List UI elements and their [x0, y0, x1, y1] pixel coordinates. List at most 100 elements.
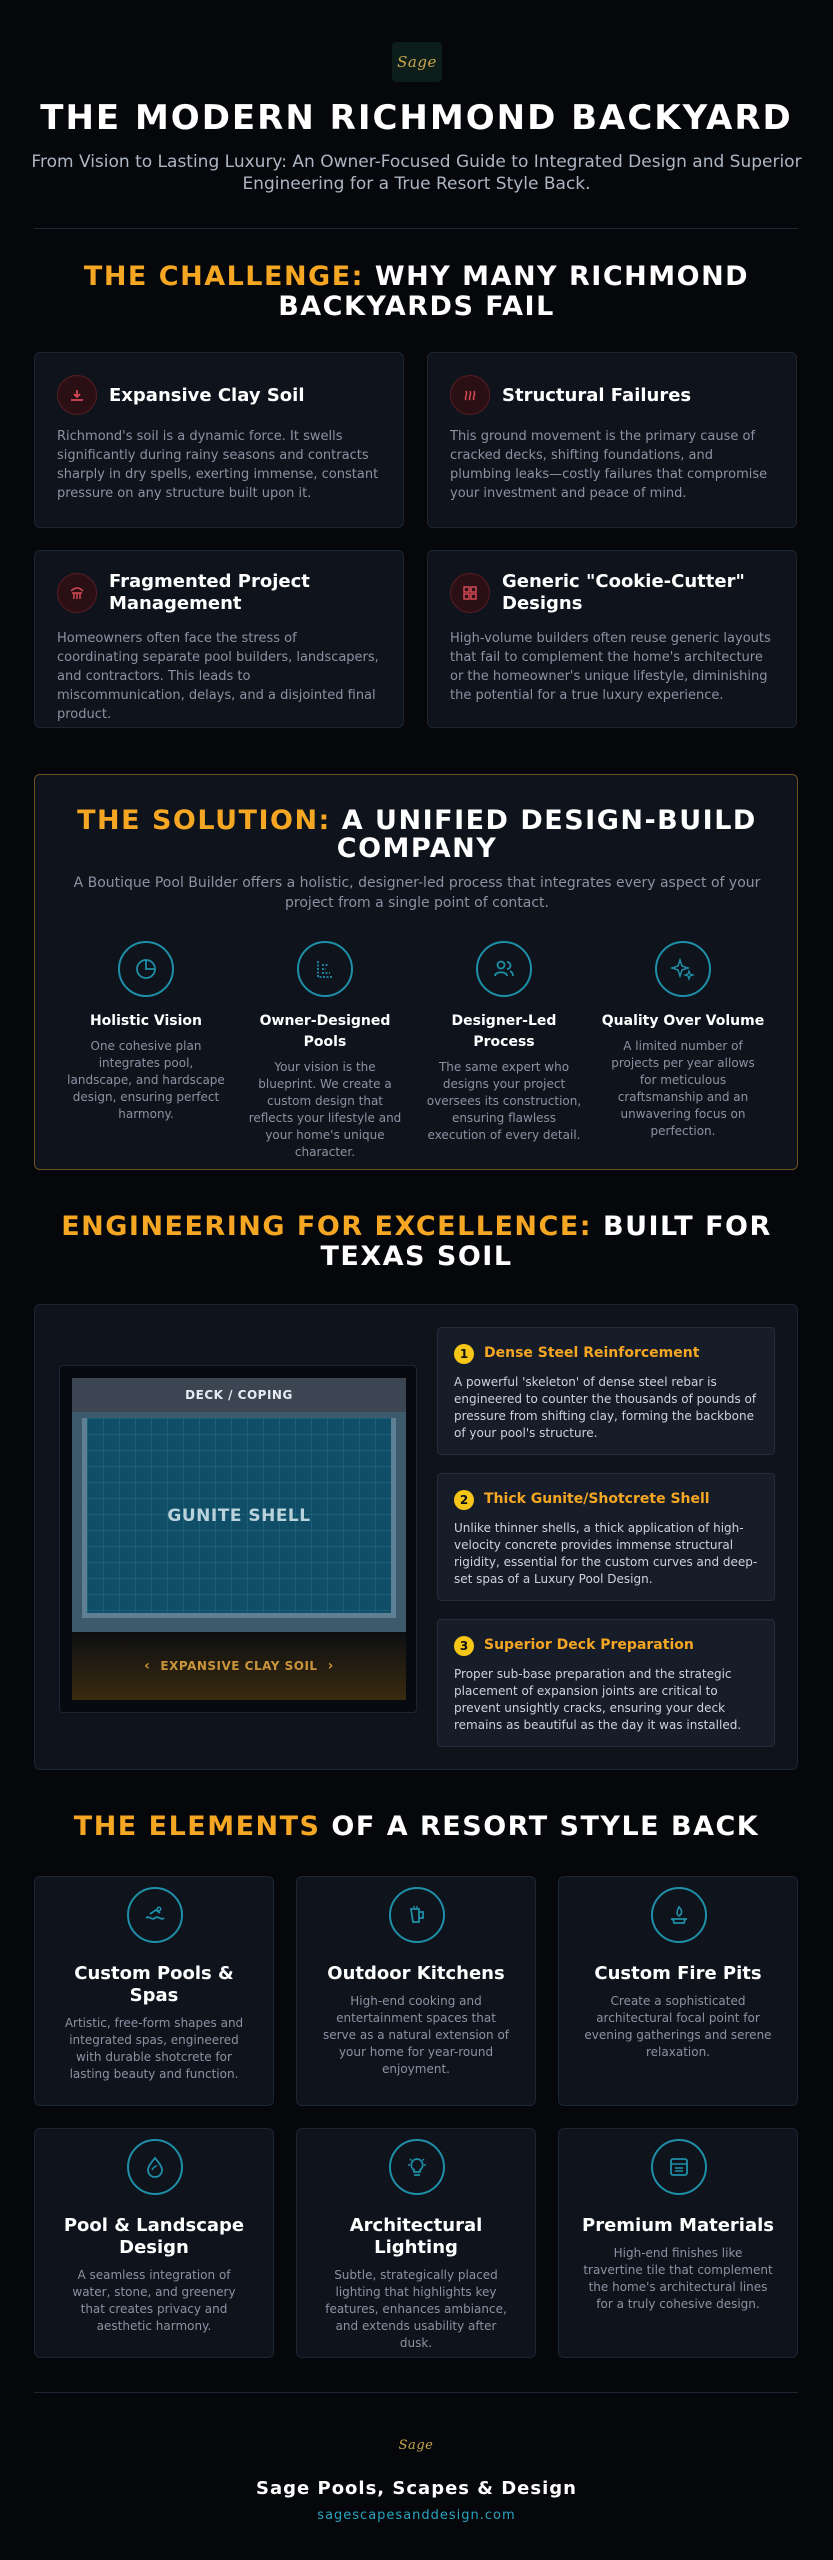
element-title: Pool & Landscape Design — [63, 2215, 245, 2258]
element-text: Create a sophisticated architectural foc… — [584, 1994, 772, 2059]
solution-item-title: Holistic Vision — [89, 1013, 203, 1029]
elements-heading-rest: OF A RESORT STYLE BACK — [320, 1811, 760, 1842]
brand-logo: Sage — [392, 42, 442, 82]
engineering-heading-rest: BUILT FOR TEXAS SOIL — [320, 1211, 772, 1272]
solution-item-text: A limited number of projects per year al… — [611, 1039, 755, 1138]
challenge-title: Fragmented Project Management — [109, 571, 310, 614]
footer-website-link[interactable]: sagescapesanddesign.com — [317, 2508, 516, 2523]
challenge-text: High-volume builders often reuse generic… — [450, 631, 771, 703]
solution-item-title: Owner-Designed Pools — [259, 1013, 391, 1050]
sparkles-icon — [655, 941, 711, 997]
step-number-badge: 3 — [454, 1636, 474, 1656]
solution-item-owner-designed: Owner-Designed Pools Your vision is the … — [240, 941, 410, 1161]
element-card-architectural-lighting: Architectural Lighting Subtle, strategic… — [296, 2128, 536, 2358]
blueprint-icon — [297, 941, 353, 997]
challenge-card-generic-designs: Generic "Cookie-Cutter" Designs High-vol… — [427, 550, 797, 728]
clay-soil-layer: ‹ EXPANSIVE CLAY SOIL › — [72, 1632, 406, 1700]
solution-item-text: Your vision is the blueprint. We create … — [248, 1060, 402, 1159]
challenge-heading-rest: WHY MANY RICHMOND BACKYARDS FAIL — [278, 261, 750, 322]
challenge-card-structural-failures: Structural Failures This ground movement… — [427, 352, 797, 528]
solution-item-holistic-vision: Holistic Vision One cohesive plan integr… — [61, 941, 231, 1123]
people-icon — [476, 941, 532, 997]
step-text: A powerful 'skeleton' of dense steel reb… — [454, 1375, 757, 1440]
footer-divider — [34, 2392, 798, 2393]
challenge-title: Structural Failures — [502, 385, 692, 406]
solution-heading: THE SOLUTION: A UNIFIED DESIGN-BUILD COM… — [55, 807, 779, 863]
element-text: High-end cooking and entertainment space… — [322, 1994, 510, 2076]
engineering-section: DECK / COPING GUNITE SHELL ‹ EXPANSIVE C… — [34, 1304, 798, 1770]
solution-subtitle: A Boutique Pool Builder offers a holisti… — [73, 875, 761, 911]
water-drop-leaf-icon — [127, 2139, 183, 2195]
solution-item-quality: Quality Over Volume A limited number of … — [598, 941, 768, 1140]
challenge-heading-accent: THE CHALLENGE: — [83, 261, 364, 292]
solution-item-title: Quality Over Volume — [601, 1013, 765, 1029]
step-text: Proper sub-base preparation and the stra… — [454, 1667, 742, 1732]
solution-item-text: The same expert who designs your project… — [426, 1060, 582, 1142]
tile-material-icon — [651, 2139, 707, 2195]
step-number-badge: 2 — [454, 1490, 474, 1510]
gunite-shell: GUNITE SHELL — [72, 1412, 406, 1632]
element-card-pools-spas: Custom Pools & Spas Artistic, free-form … — [34, 1876, 274, 2106]
chevron-right-icon: › — [327, 1658, 334, 1674]
solution-heading-accent: THE SOLUTION: — [77, 805, 331, 836]
element-title: Architectural Lighting — [349, 2215, 483, 2258]
element-title: Custom Fire Pits — [594, 1963, 762, 1984]
clay-soil-label: EXPANSIVE CLAY SOIL — [160, 1659, 318, 1673]
solution-heading-rest: A UNIFIED DESIGN-BUILD COMPANY — [330, 805, 757, 864]
element-title: Outdoor Kitchens — [327, 1963, 505, 1984]
fragmented-people-icon — [57, 573, 97, 613]
page-subtitle: From Vision to Lasting Luxury: An Owner-… — [31, 152, 802, 194]
solution-section: THE SOLUTION: A UNIFIED DESIGN-BUILD COM… — [34, 774, 798, 1170]
step-text: Unlike thinner shells, a thick applicati… — [454, 1521, 758, 1586]
step-title: Dense Steel Reinforcement — [484, 1345, 700, 1361]
element-title: Premium Materials — [582, 2215, 774, 2236]
lightbulb-icon — [389, 2139, 445, 2195]
page-title: THE MODERN RICHMOND BACKYARD — [40, 98, 793, 138]
element-card-outdoor-kitchens: Outdoor Kitchens High-end cooking and en… — [296, 1876, 536, 2106]
step-number-badge: 1 — [454, 1344, 474, 1364]
element-title: Custom Pools & Spas — [74, 1963, 234, 2006]
pool-cross-section-diagram: DECK / COPING GUNITE SHELL ‹ EXPANSIVE C… — [59, 1365, 417, 1713]
deck-coping-label: DECK / COPING — [72, 1378, 406, 1412]
challenge-text: Richmond's soil is a dynamic force. It s… — [57, 429, 379, 501]
solution-item-text: One cohesive plan integrates pool, lands… — [67, 1039, 225, 1121]
challenge-heading: THE CHALLENGE: WHY MANY RICHMOND BACKYAR… — [20, 262, 813, 322]
engineering-step: 2 Thick Gunite/Shotcrete Shell Unlike th… — [437, 1473, 775, 1601]
fire-pit-icon — [651, 1887, 707, 1943]
element-card-premium-materials: Premium Materials High-end finishes like… — [558, 2128, 798, 2358]
footer-logo: Sage — [396, 2430, 436, 2460]
challenge-card-fragmented-management: Fragmented Project Management Homeowners… — [34, 550, 404, 728]
challenge-text: Homeowners often face the stress of coor… — [57, 631, 379, 722]
step-title: Thick Gunite/Shotcrete Shell — [484, 1491, 710, 1507]
elements-heading: THE ELEMENTS OF A RESORT STYLE BACK — [20, 1812, 813, 1842]
challenge-text: This ground movement is the primary caus… — [450, 429, 768, 501]
pie-chart-icon — [118, 941, 174, 997]
chevron-left-icon: ‹ — [144, 1658, 151, 1674]
warning-house-icon — [57, 375, 97, 415]
challenge-card-clay-soil: Expansive Clay Soil Richmond's soil is a… — [34, 352, 404, 528]
heat-waves-icon — [450, 375, 490, 415]
solution-item-designer-led: Designer-Led Process The same expert who… — [419, 941, 589, 1144]
challenge-title: Expansive Clay Soil — [109, 385, 305, 406]
element-text: A seamless integration of water, stone, … — [72, 2268, 236, 2333]
kitchen-grill-icon — [389, 1887, 445, 1943]
engineering-step: 3 Superior Deck Preparation Proper sub-b… — [437, 1619, 775, 1747]
pool-swim-icon — [127, 1887, 183, 1943]
footer-company-name: Sage Pools, Scapes & Design — [256, 2478, 577, 2499]
step-title: Superior Deck Preparation — [484, 1637, 694, 1653]
element-text: High-end finishes like travertine tile t… — [583, 2246, 773, 2311]
element-text: Artistic, free-form shapes and integrate… — [64, 2016, 244, 2081]
element-card-pool-landscape: Pool & Landscape Design A seamless integ… — [34, 2128, 274, 2358]
engineering-heading-accent: ENGINEERING FOR EXCELLENCE: — [61, 1211, 593, 1242]
engineering-heading: ENGINEERING FOR EXCELLENCE: BUILT FOR TE… — [20, 1212, 813, 1272]
challenge-title: Generic "Cookie-Cutter" Designs — [502, 571, 745, 614]
header-divider — [34, 228, 798, 229]
elements-heading-accent: THE ELEMENTS — [73, 1811, 321, 1842]
element-card-fire-pits: Custom Fire Pits Create a sophisticated … — [558, 1876, 798, 2106]
pool-water: GUNITE SHELL — [82, 1418, 396, 1618]
logo-text: Sage — [397, 53, 437, 71]
grid-template-icon — [450, 573, 490, 613]
gunite-shell-label: GUNITE SHELL — [167, 1505, 311, 1526]
engineering-step: 1 Dense Steel Reinforcement A powerful '… — [437, 1327, 775, 1455]
